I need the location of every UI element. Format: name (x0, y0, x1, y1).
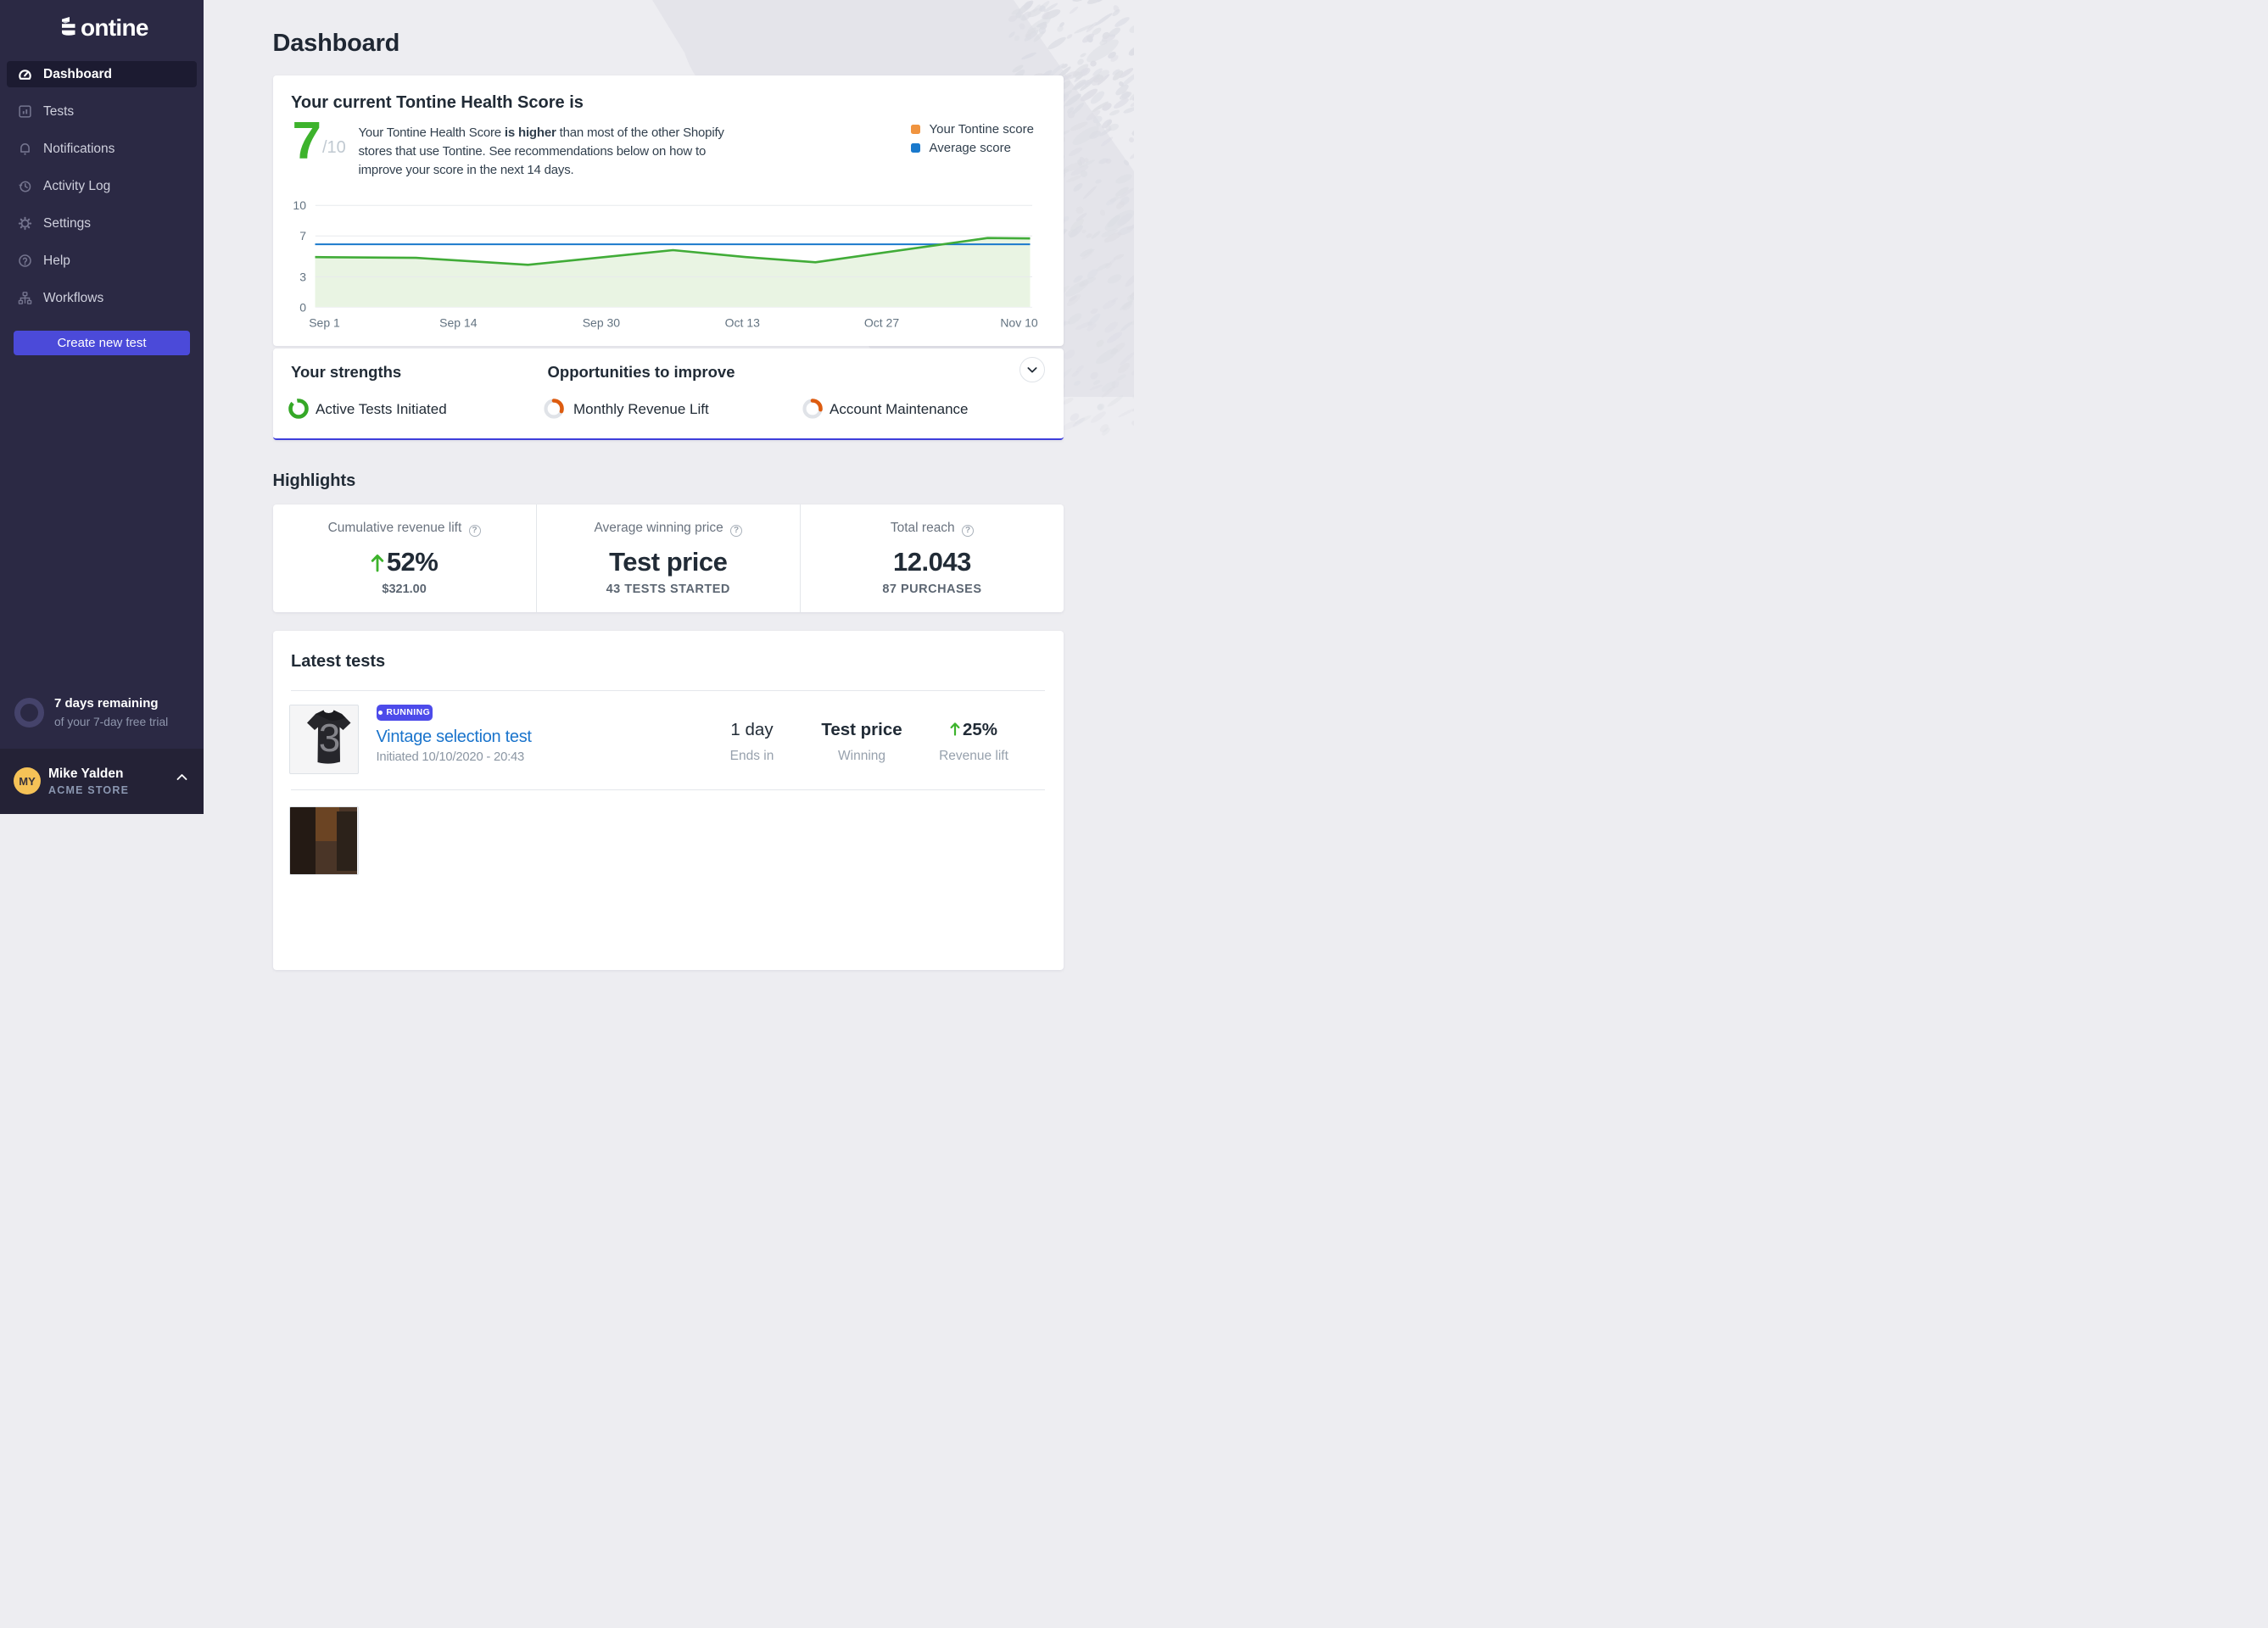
svg-text:Oct 13: Oct 13 (724, 315, 759, 329)
svg-text:0: 0 (299, 300, 306, 314)
svg-text:Oct 27: Oct 27 (863, 315, 898, 329)
svg-text:3: 3 (299, 270, 306, 283)
svg-text:10: 10 (293, 198, 306, 212)
svg-text:Sep 30: Sep 30 (582, 315, 620, 329)
svg-text:Nov 10: Nov 10 (1000, 315, 1038, 329)
svg-text:Sep 1: Sep 1 (309, 315, 340, 329)
svg-text:7: 7 (299, 229, 306, 243)
svg-text:3: 3 (319, 716, 341, 760)
svg-text:Sep 14: Sep 14 (439, 315, 478, 329)
